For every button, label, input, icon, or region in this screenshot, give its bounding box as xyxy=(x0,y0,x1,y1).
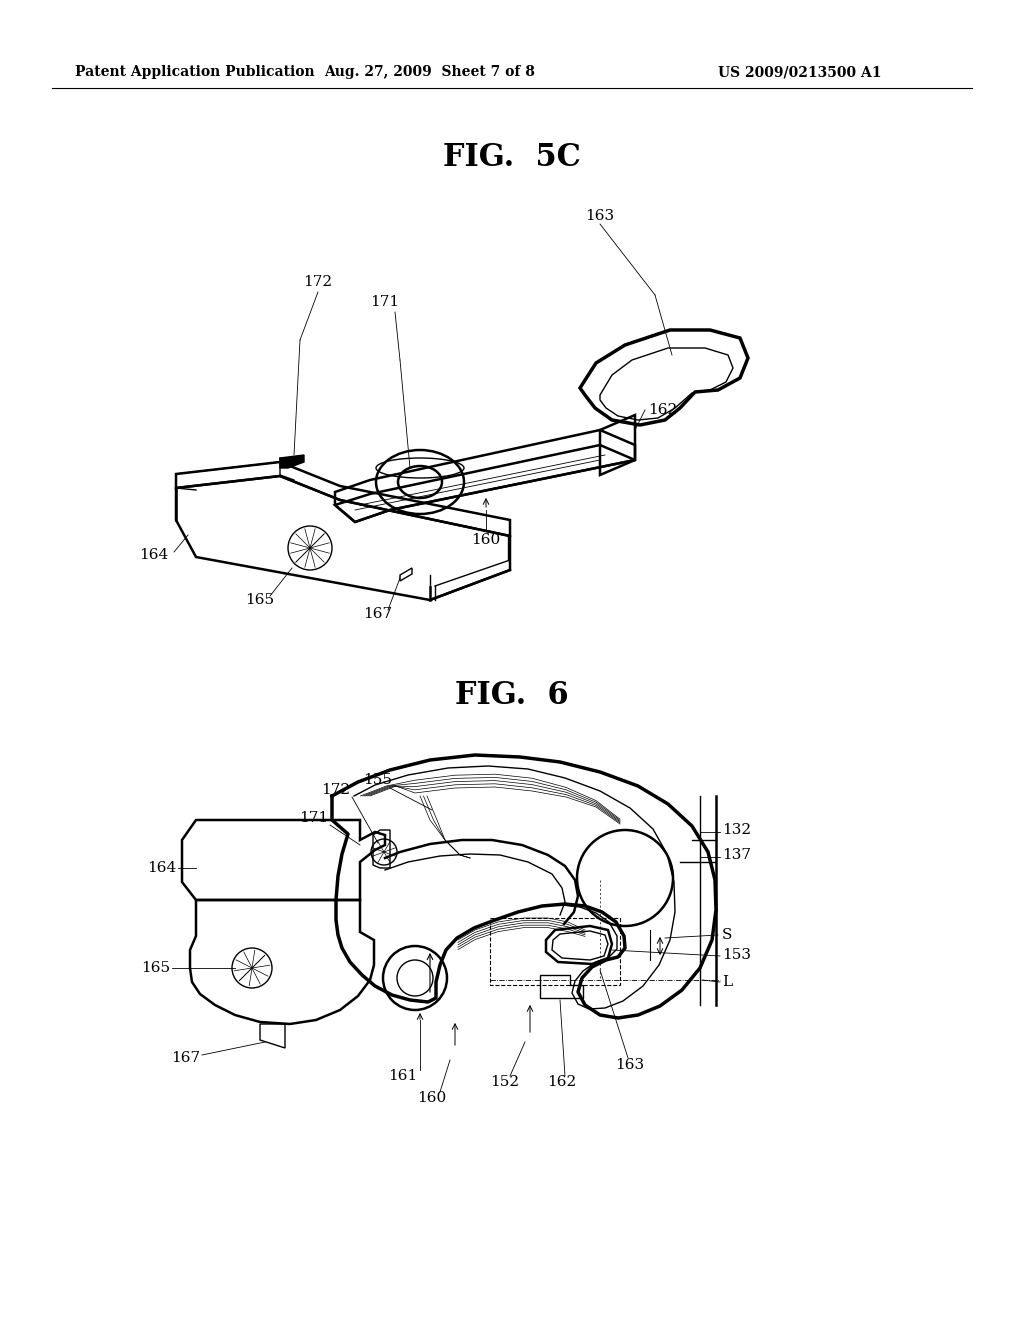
Text: 161: 161 xyxy=(388,1069,418,1082)
Text: 162: 162 xyxy=(548,1074,577,1089)
Text: 165: 165 xyxy=(141,961,170,975)
Text: 172: 172 xyxy=(322,783,350,797)
Text: 165: 165 xyxy=(246,593,274,607)
Polygon shape xyxy=(280,455,304,469)
Text: 172: 172 xyxy=(303,275,333,289)
Text: 132: 132 xyxy=(722,822,752,837)
Text: 155: 155 xyxy=(364,774,392,787)
Text: 160: 160 xyxy=(418,1092,446,1105)
Text: 167: 167 xyxy=(364,607,392,620)
Text: 162: 162 xyxy=(648,403,677,417)
Text: 163: 163 xyxy=(615,1059,644,1072)
Text: S: S xyxy=(722,928,732,942)
Text: 152: 152 xyxy=(490,1074,519,1089)
Text: 160: 160 xyxy=(471,533,501,546)
Text: FIG.  5C: FIG. 5C xyxy=(443,143,581,173)
Text: US 2009/0213500 A1: US 2009/0213500 A1 xyxy=(718,65,882,79)
Text: 167: 167 xyxy=(171,1051,200,1065)
Text: Aug. 27, 2009  Sheet 7 of 8: Aug. 27, 2009 Sheet 7 of 8 xyxy=(325,65,536,79)
Text: 164: 164 xyxy=(146,861,176,875)
Text: 171: 171 xyxy=(371,294,399,309)
Text: 171: 171 xyxy=(299,810,329,825)
Text: 163: 163 xyxy=(586,209,614,223)
Text: 164: 164 xyxy=(138,548,168,562)
Text: 153: 153 xyxy=(722,948,751,962)
Text: L: L xyxy=(722,975,732,989)
Text: FIG.  6: FIG. 6 xyxy=(456,681,568,711)
Text: Patent Application Publication: Patent Application Publication xyxy=(75,65,314,79)
Text: 137: 137 xyxy=(722,847,751,862)
